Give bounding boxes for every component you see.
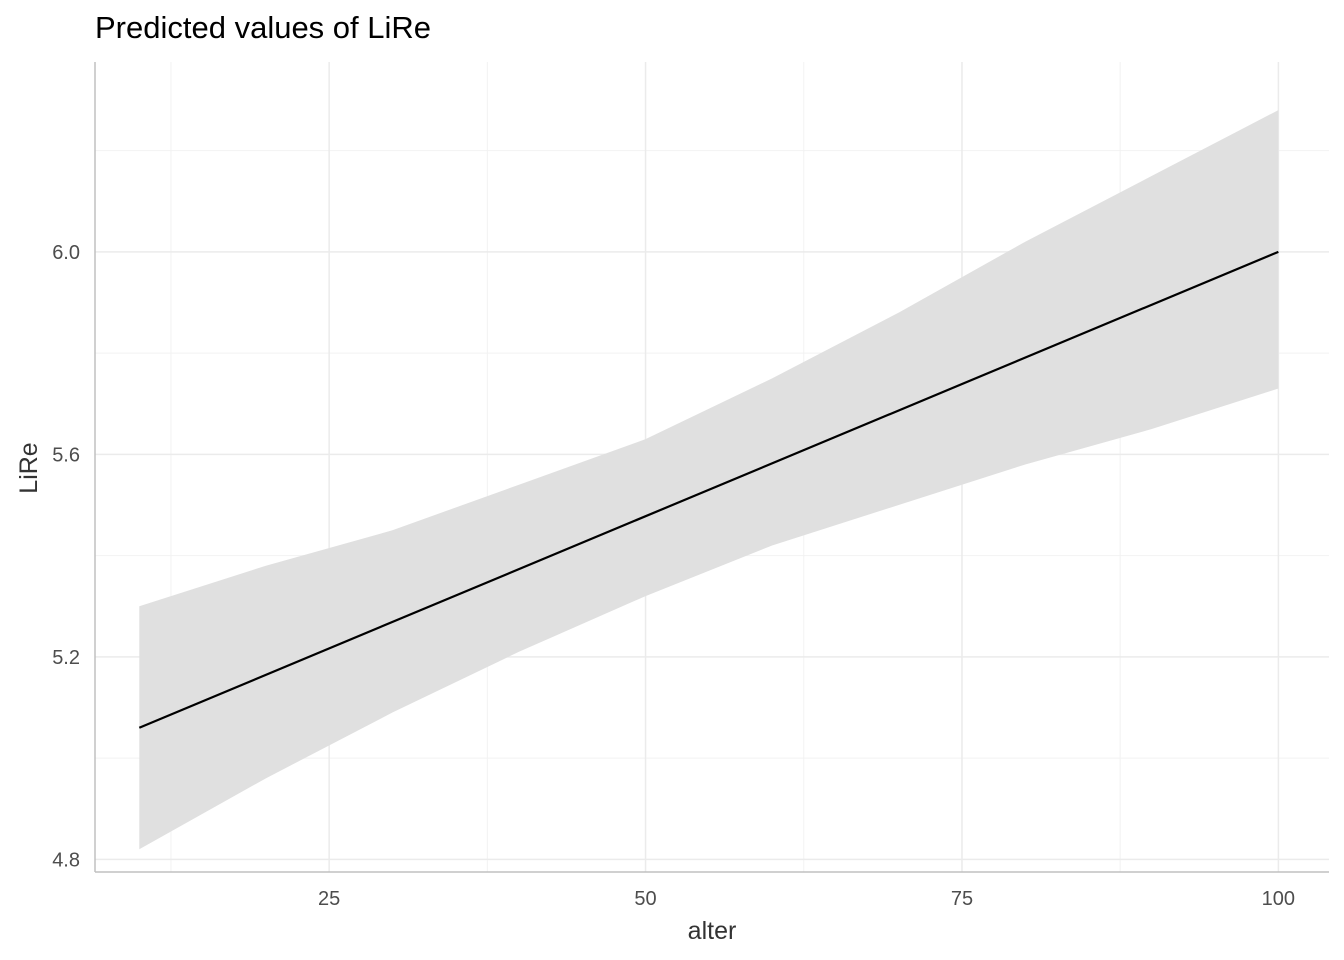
x-axis-title: alter bbox=[688, 917, 737, 945]
y-axis-title: LiRe bbox=[15, 442, 43, 493]
confidence-band-layer bbox=[139, 110, 1279, 850]
axis-lines bbox=[94, 62, 1329, 873]
y-tick-label: 5.2 bbox=[52, 647, 80, 669]
x-tick-label: 50 bbox=[634, 888, 656, 910]
y-tick-label: 5.6 bbox=[52, 444, 80, 466]
y-axis-ticks: 4.8 5.2 5.6 6.0 bbox=[52, 242, 80, 872]
chart-title: Predicted values of LiRe bbox=[95, 10, 432, 45]
x-axis-ticks: 25 50 75 100 bbox=[318, 888, 1295, 910]
x-tick-label: 75 bbox=[951, 888, 973, 910]
y-tick-label: 4.8 bbox=[52, 849, 80, 871]
confidence-band bbox=[139, 110, 1279, 850]
y-tick-label: 6.0 bbox=[52, 242, 80, 264]
x-tick-label: 25 bbox=[318, 888, 340, 910]
prediction-line bbox=[138, 250, 1279, 729]
x-tick-label: 100 bbox=[1262, 888, 1295, 910]
prediction-line-layer bbox=[138, 250, 1279, 729]
